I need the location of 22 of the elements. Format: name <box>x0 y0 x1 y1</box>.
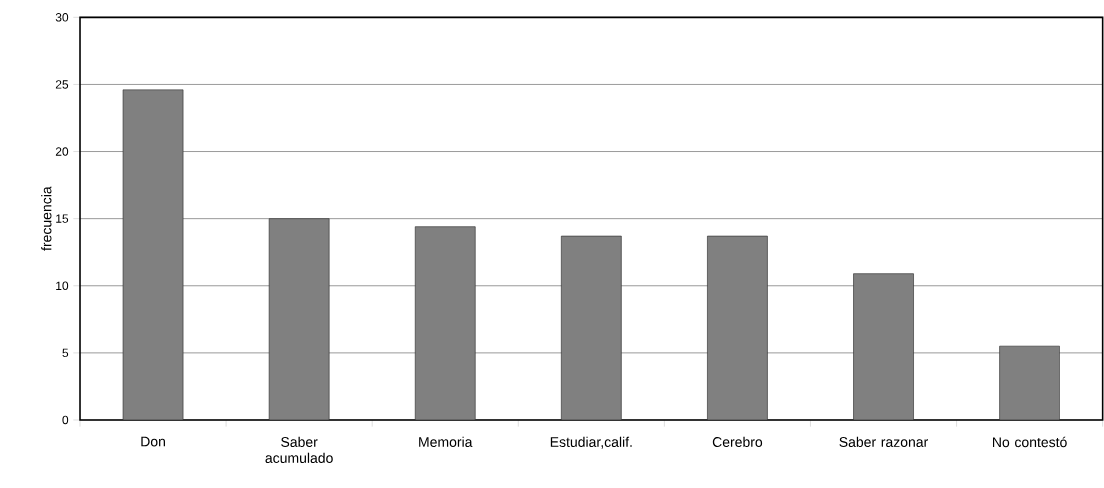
x-tick-label: Memoria <box>419 436 473 447</box>
x-tick-label: Cerebro <box>712 436 763 447</box>
y-tick-label: 5 <box>62 348 69 358</box>
bar <box>853 273 914 420</box>
x-tick-label: Estudiar,calif. <box>550 436 632 449</box>
y-tick-label: 15 <box>56 214 69 223</box>
bar <box>414 226 476 420</box>
bar <box>122 89 184 420</box>
x-tick-label: Don <box>141 436 165 447</box>
x-tick-label: Saber acumulado <box>265 436 333 463</box>
y-tick-label: 30 <box>55 13 69 22</box>
y-axis-title: frecuencia <box>41 186 52 251</box>
bar <box>268 218 330 420</box>
x-tick-label: Saber razonar <box>839 436 929 447</box>
y-tick-label: 20 <box>55 147 69 156</box>
y-tick-label: 0 <box>62 415 69 425</box>
bar <box>707 235 768 420</box>
bar <box>999 345 1060 420</box>
y-tick-label: 10 <box>56 281 69 291</box>
x-tick-label: No contestó <box>993 436 1067 448</box>
y-tick-label: 25 <box>55 80 69 89</box>
bar <box>560 235 622 420</box>
